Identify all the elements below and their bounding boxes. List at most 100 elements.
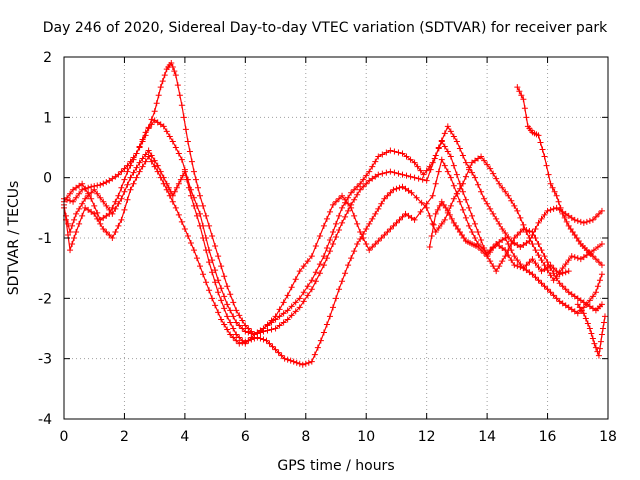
data-point-fill <box>588 330 595 337</box>
data-point-fill <box>130 169 137 176</box>
data-point-fill <box>148 121 155 128</box>
data-point-fill <box>541 283 548 290</box>
data-point-fill <box>379 151 386 158</box>
data-point-fill <box>316 232 323 239</box>
data-point <box>97 181 104 188</box>
data-point-fill <box>450 133 457 140</box>
data-point <box>459 180 466 187</box>
data-point <box>565 268 572 275</box>
data-point <box>272 346 279 353</box>
data-point-fill <box>565 257 572 264</box>
data-point-fill <box>372 173 379 180</box>
x-tick-label: 16 <box>539 429 557 445</box>
data-point <box>284 292 291 299</box>
y-tick-label: -1 <box>38 231 52 247</box>
data-point-fill <box>157 174 164 181</box>
data-point-fill <box>423 167 430 174</box>
data-point-fill <box>239 317 246 324</box>
data-point-fill <box>236 312 243 319</box>
data-point-fill <box>475 181 482 188</box>
data-point <box>145 153 152 160</box>
data-point <box>218 316 225 323</box>
data-point-fill <box>596 345 603 352</box>
data-point-fill <box>544 286 551 293</box>
data-point-fill <box>287 357 294 364</box>
data-point-fill <box>171 188 178 195</box>
x-tick-label: 2 <box>120 429 129 445</box>
data-point-fill <box>578 307 585 314</box>
data-point <box>175 180 182 187</box>
data-point-fill <box>153 100 160 107</box>
data-point <box>354 241 361 248</box>
data-point-fill <box>567 225 574 232</box>
data-point-fill <box>426 212 433 219</box>
data-point <box>450 195 457 202</box>
data-point <box>444 207 451 214</box>
data-point-fill <box>148 152 155 159</box>
data-point <box>88 195 95 202</box>
data-point-fill <box>502 188 509 195</box>
data-point-fill <box>193 212 200 219</box>
data-point-fill <box>539 146 546 153</box>
data-point-fill <box>462 214 469 221</box>
data-point-fill <box>212 243 219 250</box>
data-point <box>284 316 291 323</box>
data-point-fill <box>441 143 448 150</box>
data-point-fill <box>79 200 86 207</box>
data-point-fill <box>363 241 370 248</box>
data-point <box>520 265 527 272</box>
data-point-fill <box>478 247 485 254</box>
data-point-fill <box>88 189 95 196</box>
data-point-fill <box>91 202 98 209</box>
data-point-fill <box>175 211 182 218</box>
data-point-fill <box>414 163 421 170</box>
data-point-fill <box>589 305 596 312</box>
data-point-fill <box>115 200 122 207</box>
data-point-fill <box>218 285 225 292</box>
data-point-fill <box>323 255 330 262</box>
data-point-fill <box>145 125 152 132</box>
x-tick-label: 6 <box>241 429 250 445</box>
data-point <box>586 325 593 332</box>
data-point-fill <box>112 205 119 212</box>
data-point-fill <box>541 211 548 218</box>
data-point-fill <box>351 212 358 219</box>
data-point-fill <box>257 335 264 342</box>
data-point-fill <box>65 231 72 238</box>
data-point-fill <box>499 258 506 265</box>
data-point <box>447 174 454 181</box>
data-point-fill <box>514 263 521 270</box>
data-point <box>402 210 409 217</box>
data-point-fill <box>136 143 143 150</box>
data-point-fill <box>209 257 216 264</box>
data-point <box>281 355 288 362</box>
data-point <box>432 210 439 217</box>
data-point <box>169 138 176 145</box>
data-point <box>565 289 572 296</box>
data-point-fill <box>292 276 299 283</box>
data-point-fill <box>399 213 406 220</box>
data-point-fill <box>415 175 422 182</box>
y-tick-label: -2 <box>38 291 52 307</box>
data-point-fill <box>583 218 590 225</box>
data-point <box>465 222 472 229</box>
data-point <box>215 289 222 296</box>
data-point <box>73 228 80 235</box>
data-point-fill <box>505 233 512 240</box>
data-point-fill <box>569 228 576 235</box>
data-point-fill <box>496 220 503 227</box>
data-point-fill <box>326 237 333 244</box>
data-point <box>487 165 494 172</box>
data-point-fill <box>118 168 125 175</box>
x-tick-label: 8 <box>301 429 310 445</box>
data-point-fill <box>236 322 243 329</box>
data-point-fill <box>465 166 472 173</box>
data-point <box>339 204 346 211</box>
data-point <box>372 210 379 217</box>
data-point <box>70 198 77 205</box>
data-point <box>375 238 382 245</box>
data-point-fill <box>550 265 557 272</box>
data-point-fill <box>438 220 445 227</box>
data-point-fill <box>444 168 451 175</box>
data-point-fill <box>155 92 162 99</box>
